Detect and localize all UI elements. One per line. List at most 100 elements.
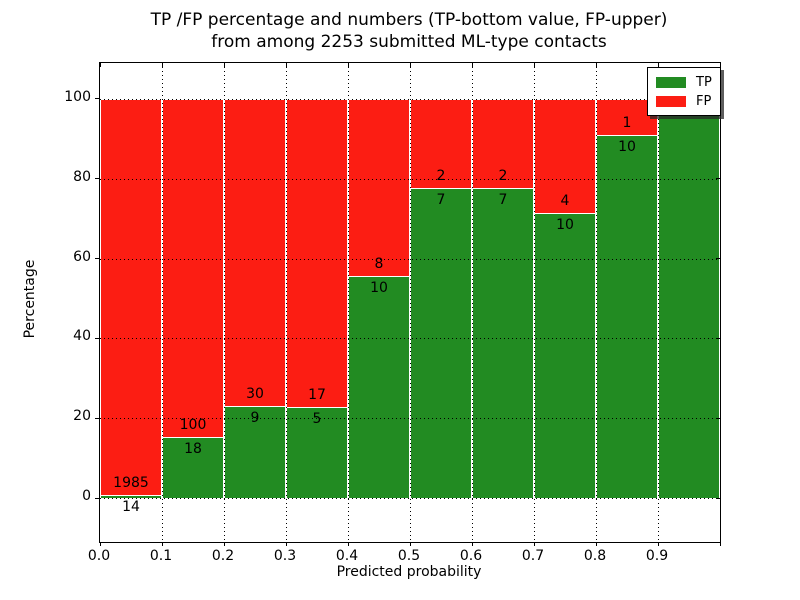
x-tick-label: 0.1: [149, 548, 173, 564]
y-tick-mark: [95, 417, 99, 419]
gridline-horizontal: [100, 98, 720, 100]
gridline-horizontal: [100, 418, 720, 420]
x-tick-mark: [285, 542, 287, 546]
x-tick-mark: [595, 542, 597, 546]
x-tick-label: 0.8: [583, 548, 607, 564]
bar-tp-segment: [100, 495, 162, 499]
tp-count-label: 5: [312, 411, 322, 428]
legend-label-tp: TP: [696, 75, 712, 90]
tp-count-label: 7: [436, 191, 446, 208]
gridline-vertical: [162, 63, 163, 542]
x-tick-mark-top: [285, 63, 287, 67]
fp-count-label: 2: [436, 167, 446, 184]
x-tick-mark: [223, 542, 225, 546]
x-tick-label: 0.6: [459, 548, 483, 564]
fp-count-label: 100: [179, 417, 207, 434]
bar-fp-segment: [224, 98, 286, 406]
chart-title-line1: TP /FP percentage and numbers (TP-bottom…: [150, 10, 668, 30]
y-tick-mark: [95, 337, 99, 339]
y-tick-mark-right: [716, 497, 720, 499]
bar-tp-segment: [472, 187, 534, 499]
x-tick-mark: [409, 542, 411, 546]
fp-count-label: 8: [374, 256, 384, 273]
bar-tp-segment: [596, 135, 658, 499]
gridline-horizontal: [100, 178, 720, 180]
y-tick-mark-right: [716, 337, 720, 339]
gridline-vertical: [224, 63, 225, 542]
x-tick-mark: [161, 542, 163, 546]
legend: TP FP: [647, 67, 721, 116]
y-tick-mark: [95, 98, 99, 100]
x-tick-label: 0.5: [397, 548, 421, 564]
x-tick-mark-top: [657, 63, 659, 67]
x-tick-mark-top: [595, 63, 597, 67]
gridline-vertical: [596, 63, 597, 542]
x-tick-mark-top: [719, 63, 721, 67]
gridline-vertical: [472, 63, 473, 542]
gridline-vertical: [534, 63, 535, 542]
gridline-vertical: [348, 63, 349, 542]
y-tick-mark-right: [716, 178, 720, 180]
y-tick-label: 0: [82, 488, 91, 505]
x-tick-label: 0.4: [335, 548, 359, 564]
tp-count-label: 9: [250, 409, 260, 426]
x-tick-mark: [533, 542, 535, 546]
fp-count-label: 1985: [113, 475, 149, 492]
y-tick-label: 40: [73, 328, 91, 345]
gridline-vertical: [286, 63, 287, 542]
bar-tp-segment: [534, 212, 596, 499]
bar-tp-segment: [286, 407, 348, 499]
legend-item-fp: FP: [656, 92, 712, 111]
gridline-horizontal: [100, 338, 720, 340]
x-tick-mark: [347, 542, 349, 546]
tp-count-label: 14: [122, 499, 140, 516]
legend-label-fp: FP: [696, 94, 712, 109]
chart-title: TP /FP percentage and numbers (TP-bottom…: [99, 9, 719, 53]
x-tick-mark-top: [223, 63, 225, 67]
y-tick-mark: [95, 258, 99, 260]
x-tick-label: 0.9: [645, 548, 669, 564]
fp-count-label: 2: [498, 167, 508, 184]
x-tick-mark: [471, 542, 473, 546]
x-tick-mark: [719, 542, 721, 546]
y-tick-label: 20: [73, 408, 91, 425]
x-tick-mark: [657, 542, 659, 546]
gridline-vertical: [658, 63, 659, 542]
y-tick-label: 60: [73, 248, 91, 265]
gridline-horizontal: [100, 498, 720, 500]
tp-count-label: 10: [556, 216, 574, 233]
bar-tp-segment: [224, 405, 286, 499]
bar-fp-segment: [348, 98, 410, 277]
y-tick-mark-right: [716, 258, 720, 260]
bar-fp-segment: [100, 98, 162, 496]
y-tick-label: 100: [64, 88, 91, 105]
x-tick-label: 0.3: [273, 548, 297, 564]
x-tick-mark-top: [161, 63, 163, 67]
x-tick-mark-top: [347, 63, 349, 67]
tp-count-label: 7: [498, 191, 508, 208]
tp-count-label: 18: [184, 441, 202, 458]
x-tick-mark-top: [533, 63, 535, 67]
y-tick-mark-right: [716, 417, 720, 419]
tp-count-label: 10: [618, 139, 636, 156]
y-axis-label: Percentage: [22, 259, 38, 339]
y-tick-mark: [95, 497, 99, 499]
bar-tp-segment: [348, 276, 410, 499]
legend-item-tp: TP: [656, 73, 712, 92]
fp-count-label: 4: [560, 192, 570, 209]
y-tick-label: 80: [73, 168, 91, 185]
fp-count-label: 30: [246, 385, 264, 402]
x-tick-label: 0.7: [521, 548, 545, 564]
fp-color-swatch: [656, 96, 686, 107]
fp-count-label: 1: [622, 115, 632, 132]
x-tick-mark-top: [409, 63, 411, 67]
tp-color-swatch: [656, 77, 686, 88]
x-tick-label: 0.0: [87, 548, 111, 564]
bar-tp-segment: [658, 98, 720, 499]
bar-tp-segment: [410, 187, 472, 499]
chart-title-line2: from among 2253 submitted ML-type contac…: [211, 32, 607, 52]
gridline-vertical: [410, 63, 411, 542]
x-tick-label: 0.2: [211, 548, 235, 564]
x-tick-mark: [99, 542, 101, 546]
